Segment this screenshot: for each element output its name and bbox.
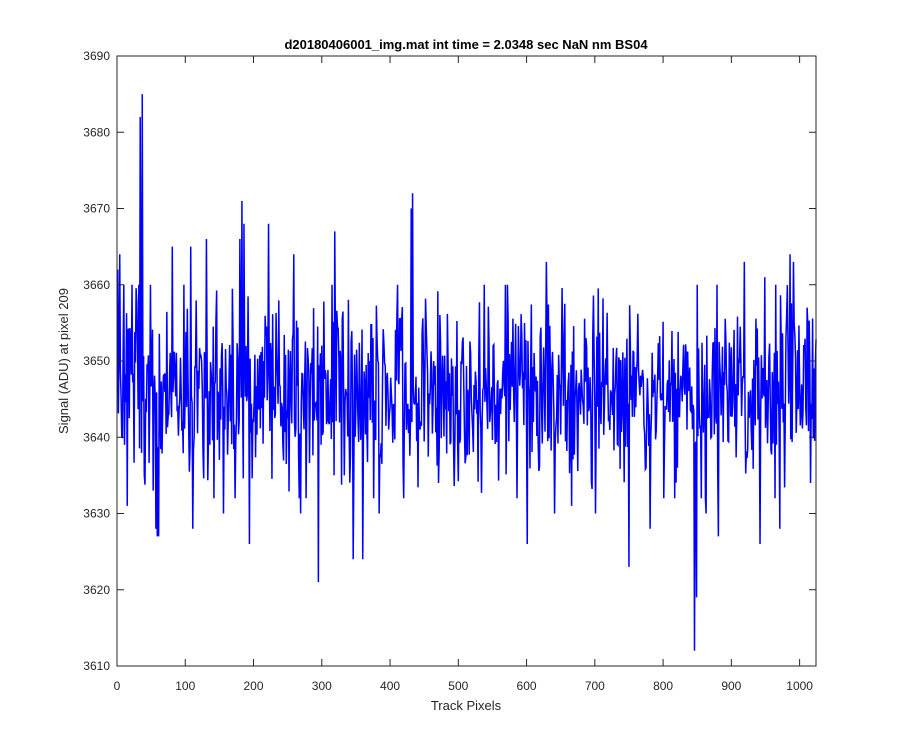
x-tick-label: 600 — [517, 679, 537, 693]
x-tick-label: 800 — [653, 679, 673, 693]
x-tick-label: 400 — [380, 679, 400, 693]
x-axis-label: Track Pixels — [431, 698, 502, 713]
y-tick-label: 3680 — [83, 125, 110, 139]
x-tick-label: 300 — [312, 679, 332, 693]
y-tick-label: 3690 — [83, 49, 110, 63]
x-tick-label: 1000 — [786, 679, 813, 693]
x-tick-label: 100 — [175, 679, 195, 693]
x-tick-label: 500 — [448, 679, 468, 693]
x-tick-label: 200 — [244, 679, 264, 693]
y-tick-label: 3660 — [83, 278, 110, 292]
y-tick-label: 3640 — [83, 430, 110, 444]
y-tick-label: 3620 — [83, 583, 110, 597]
y-tick-label: 3630 — [83, 507, 110, 521]
x-tick-label: 700 — [585, 679, 605, 693]
chart-title: d20180406001_img.mat int time = 2.0348 s… — [284, 37, 648, 52]
x-axis-ticks: 0 100 200 300 400 500 600 700 800 900 1000 — [114, 56, 813, 693]
y-tick-label: 3670 — [83, 202, 110, 216]
y-axis-ticks: 3610 3620 3630 3640 3650 3660 3670 3680 3690 — [83, 49, 816, 673]
series-line — [116, 94, 817, 651]
series-group — [116, 94, 817, 651]
x-tick-label: 900 — [721, 679, 741, 693]
y-axis-label: Signal (ADU) at pixel 209 — [56, 288, 71, 434]
y-tick-label: 3650 — [83, 354, 110, 368]
y-tick-label: 3610 — [83, 659, 110, 673]
x-tick-label: 0 — [114, 679, 121, 693]
